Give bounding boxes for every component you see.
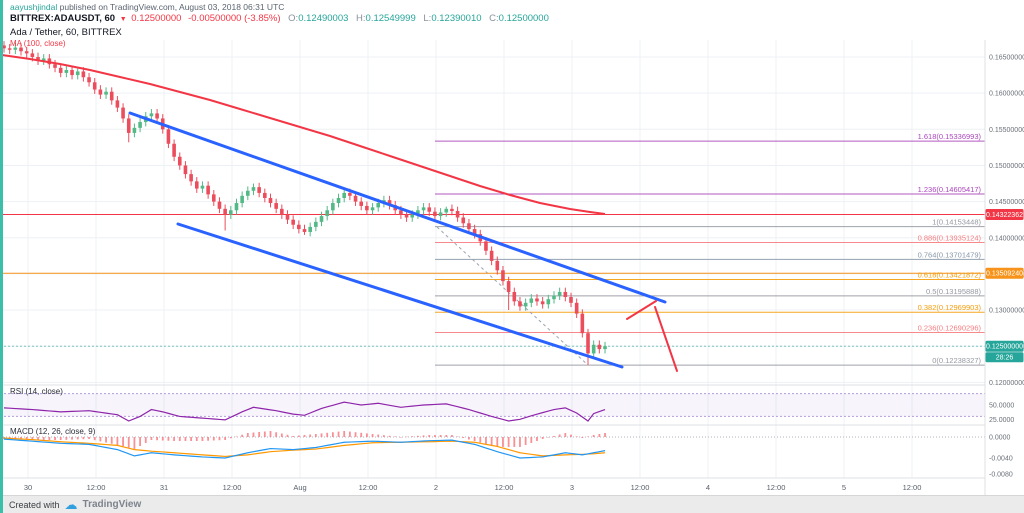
- rsi-pane: [0, 393, 985, 422]
- svg-text:2: 2: [434, 483, 438, 492]
- svg-text:28:26: 28:26: [996, 355, 1014, 362]
- svg-text:12:00: 12:00: [87, 483, 106, 492]
- svg-text:0.886(0.13935124): 0.886(0.13935124): [918, 233, 982, 242]
- fib-retracement: [435, 140, 985, 366]
- trend-channel: [128, 111, 667, 369]
- svg-text:12:00: 12:00: [223, 483, 242, 492]
- svg-text:25.0000: 25.0000: [989, 417, 1014, 424]
- price-change: -0.00500000 (-3.85%): [188, 13, 281, 24]
- tradingview-cloud-icon: ☁: [64, 496, 78, 512]
- svg-text:1.618(0.15336993): 1.618(0.15336993): [918, 132, 982, 141]
- svg-text:0.382(0.12969903): 0.382(0.12969903): [918, 303, 982, 312]
- svg-text:4: 4: [706, 483, 710, 492]
- svg-text:12:00: 12:00: [903, 483, 922, 492]
- close-value: 0.12500000: [498, 13, 549, 24]
- svg-text:12:00: 12:00: [631, 483, 650, 492]
- symbol-name: BITTREX:ADAUSDT, 60: [10, 13, 116, 24]
- svg-text:-0.0040: -0.0040: [989, 456, 1013, 463]
- svg-text:1.236(0.14605417): 1.236(0.14605417): [918, 185, 982, 194]
- pane-separators: [0, 384, 1024, 479]
- svg-text:0.0000: 0.0000: [989, 435, 1011, 442]
- fib-labels: 1.618(0.15336993) 1.236(0.14605417) 1(0.14…: [918, 132, 982, 365]
- time-axis: 30 12:00 31 12:00 Aug 12:00 2 12:00 3 12:00 4 12:00…: [24, 483, 922, 492]
- open-label: O:: [288, 13, 299, 24]
- svg-text:0.5(0.13195888): 0.5(0.13195888): [926, 287, 982, 296]
- tradingview-brand-link[interactable]: TradingView: [82, 499, 142, 510]
- publish-info-line: aayushjindal published on TradingView.co…: [10, 2, 284, 12]
- svg-text:0.618(0.13421872): 0.618(0.13421872): [918, 271, 982, 280]
- svg-text:0.16500000: 0.16500000: [989, 55, 1024, 62]
- svg-text:50.0000: 50.0000: [989, 403, 1014, 410]
- low-label: L:: [423, 13, 432, 24]
- svg-text:0.12500000: 0.12500000: [986, 344, 1023, 351]
- chart-title: Ada / Tether, 60, BITTREX: [10, 27, 122, 38]
- snapshot-footer: Created with ☁ TradingView: [0, 495, 1024, 513]
- svg-text:3: 3: [570, 483, 574, 492]
- svg-text:0.13509240: 0.13509240: [986, 271, 1023, 278]
- svg-text:0(0.12238327): 0(0.12238327): [932, 356, 981, 365]
- symbol-info-line: BITTREX:ADAUSDT, 60 ▼ 0.12500000 -0.0050…: [10, 13, 549, 24]
- svg-text:30: 30: [24, 483, 32, 492]
- low-value: 0.12390010: [431, 13, 482, 24]
- svg-text:12:00: 12:00: [495, 483, 514, 492]
- ma-study-label: MA (100, close): [10, 39, 66, 48]
- publish-suffix: published on TradingView.com, August 03,…: [57, 2, 285, 12]
- ma-100-line: [1, 54, 606, 215]
- author-link[interactable]: aayushjindal: [10, 2, 58, 12]
- price-axis: 0.16500000 0.16000000 0.15500000 0.15000000…: [984, 28, 1024, 495]
- forecast-arrows: [626, 300, 678, 372]
- svg-text:0.14000000: 0.14000000: [989, 235, 1024, 242]
- svg-text:12:00: 12:00: [359, 483, 378, 492]
- svg-text:31: 31: [160, 483, 168, 492]
- horizontal-lines: [0, 213, 985, 274]
- svg-text:Aug: Aug: [293, 483, 306, 492]
- svg-text:0.13000000: 0.13000000: [989, 308, 1024, 315]
- svg-text:0.14322362: 0.14322362: [986, 212, 1023, 219]
- candles-layer: [2, 41, 607, 365]
- svg-text:0.15000000: 0.15000000: [989, 163, 1024, 170]
- svg-text:0.14500000: 0.14500000: [989, 199, 1024, 206]
- macd-pane: [0, 431, 985, 459]
- svg-text:12:00: 12:00: [767, 483, 786, 492]
- high-value: 0.12549999: [365, 13, 416, 24]
- svg-text:0.12000000: 0.12000000: [989, 380, 1024, 387]
- svg-text:0.15500000: 0.15500000: [989, 127, 1024, 134]
- svg-text:-0.0080: -0.0080: [989, 472, 1013, 479]
- created-with-text: Created with: [9, 499, 60, 510]
- svg-text:0.764(0.13701479): 0.764(0.13701479): [918, 250, 982, 259]
- rsi-study-label: RSI (14, close): [10, 387, 63, 396]
- svg-text:1(0.14153448): 1(0.14153448): [932, 218, 981, 227]
- macd-study-label: MACD (12, 26, close, 9): [10, 427, 96, 436]
- left-accent-bar: [0, 0, 3, 513]
- close-label: C:: [489, 13, 499, 24]
- high-label: H:: [356, 13, 366, 24]
- svg-text:5: 5: [842, 483, 846, 492]
- svg-text:0.236(0.12690296): 0.236(0.12690296): [918, 323, 982, 332]
- svg-text:0.16000000: 0.16000000: [989, 91, 1024, 98]
- change-down-icon: ▼: [119, 16, 127, 23]
- open-value: 0.12490003: [298, 13, 349, 24]
- last-price: 0.12500000: [131, 13, 182, 24]
- axis-badges: 0.14322362 0.13509240 0.12500000 28:26: [985, 208, 1024, 363]
